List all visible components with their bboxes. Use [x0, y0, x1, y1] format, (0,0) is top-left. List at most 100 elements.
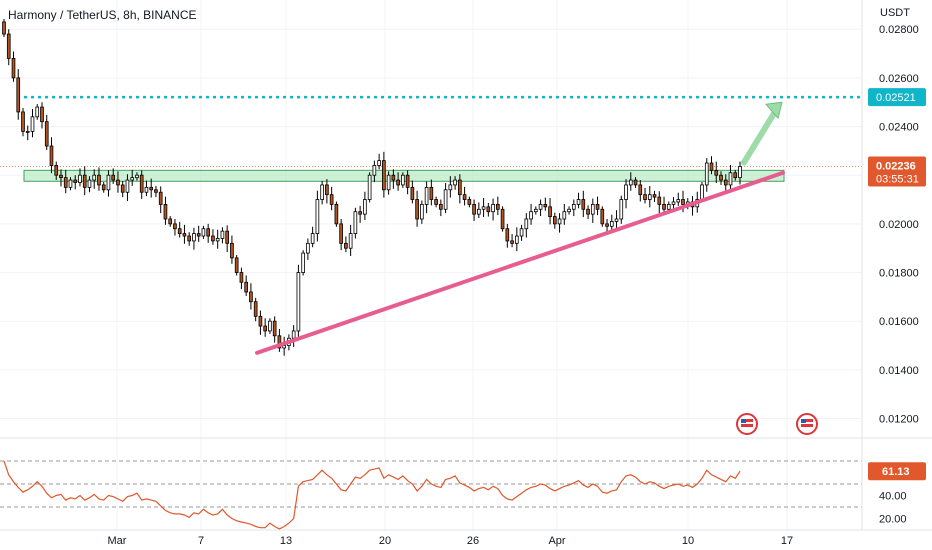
candle-body: [54, 165, 59, 176]
event-flag-icon[interactable]: [796, 413, 818, 435]
candle-body: [633, 179, 638, 186]
level-badge-label: 0.02521: [876, 92, 916, 104]
candle-body: [253, 301, 258, 317]
candle-body: [44, 121, 49, 147]
candle-body: [719, 174, 723, 181]
candle-body: [358, 211, 362, 215]
time-tick-label: 17: [781, 535, 793, 547]
candle-body: [557, 218, 562, 225]
candle-body: [657, 196, 662, 205]
candle-body: [396, 179, 400, 186]
flag-stripe: [801, 424, 813, 427]
candle-body: [609, 221, 614, 227]
rsi-tick-label: 20.00: [879, 514, 907, 526]
candle-body: [25, 130, 30, 133]
price-axis: USDT0.028000.026000.024000.022000.020000…: [861, 0, 926, 530]
flag-canton: [741, 419, 746, 423]
candle-body: [700, 184, 704, 200]
candle-body: [116, 179, 120, 186]
candle-body: [225, 230, 229, 244]
candle-body: [230, 242, 234, 259]
flag-stripe: [801, 419, 813, 422]
candle-body: [505, 228, 510, 242]
candle-body: [529, 211, 533, 220]
candle-body: [135, 174, 139, 179]
candle-body: [481, 206, 486, 210]
candle-body: [87, 179, 92, 188]
flag-stripe: [741, 424, 753, 427]
price-tick-label: 0.02800: [879, 24, 919, 36]
candle-body: [434, 199, 438, 205]
price-tick-label: 0.01800: [879, 268, 919, 280]
candle-body: [458, 179, 462, 196]
candle-body: [30, 116, 35, 132]
candle-body: [111, 174, 116, 181]
candle-body: [277, 335, 282, 349]
candle-body: [201, 228, 206, 237]
candle-body: [519, 228, 524, 237]
candle-body: [2, 21, 6, 35]
price-tick-label: 0.01400: [879, 365, 919, 377]
candle-body: [206, 228, 211, 237]
candle-body: [410, 186, 415, 200]
candle-body: [491, 203, 495, 213]
candle-body: [472, 203, 476, 215]
candle-body: [638, 184, 643, 196]
candle-body: [21, 111, 25, 132]
candle-body: [144, 186, 149, 193]
candle-body: [211, 235, 215, 242]
time-tick-label: 20: [379, 535, 391, 547]
candle-body: [353, 211, 358, 234]
candle-body: [515, 235, 519, 244]
candle-body: [158, 191, 163, 205]
candle-body: [714, 169, 719, 176]
candle-body: [339, 223, 343, 244]
rsi-value-label: 61.13: [882, 466, 910, 478]
candle-body: [576, 199, 581, 205]
candle-body: [249, 291, 253, 303]
candle-body: [263, 325, 267, 332]
candle-body: [562, 211, 567, 220]
candle-body: [244, 281, 248, 293]
candle-body: [320, 184, 324, 200]
candle-body: [524, 218, 529, 230]
candle-body: [738, 166, 742, 179]
candle-body: [382, 160, 386, 191]
candle-body: [106, 174, 111, 191]
arrow-head: [765, 101, 783, 120]
flag-stripe: [741, 419, 753, 422]
candle-body: [6, 33, 11, 59]
arrow-shaft: [741, 107, 779, 166]
rsi-line: [3, 460, 741, 530]
candle-body: [676, 199, 681, 203]
candle-body: [173, 223, 177, 230]
time-tick-label: 10: [682, 535, 694, 547]
candle-body: [149, 186, 154, 191]
event-icons[interactable]: [736, 413, 818, 435]
candle-body: [391, 174, 396, 181]
rsi-value-badge: [868, 462, 926, 481]
candle-body: [40, 106, 44, 123]
candle-body: [420, 203, 424, 220]
trendline: [255, 170, 785, 355]
candle-body: [548, 206, 552, 217]
flag-canton: [801, 419, 806, 423]
candle-body: [605, 223, 609, 227]
candle-body: [291, 330, 296, 339]
candle-body: [439, 203, 443, 210]
currency-label: USDT: [880, 7, 910, 19]
candle-body: [325, 184, 329, 196]
time-tick-label: 7: [198, 535, 204, 547]
candle-body: [310, 233, 315, 244]
candle-body: [154, 189, 158, 193]
countdown-label: 03:55:31: [876, 173, 919, 185]
event-flag-icon[interactable]: [736, 413, 758, 435]
candle-body: [424, 186, 429, 205]
candle-body: [97, 174, 101, 186]
candle-body: [177, 228, 182, 235]
candle-body: [462, 194, 467, 200]
candle-body: [453, 179, 457, 186]
candle-body: [709, 162, 714, 171]
candle-body: [301, 252, 305, 273]
